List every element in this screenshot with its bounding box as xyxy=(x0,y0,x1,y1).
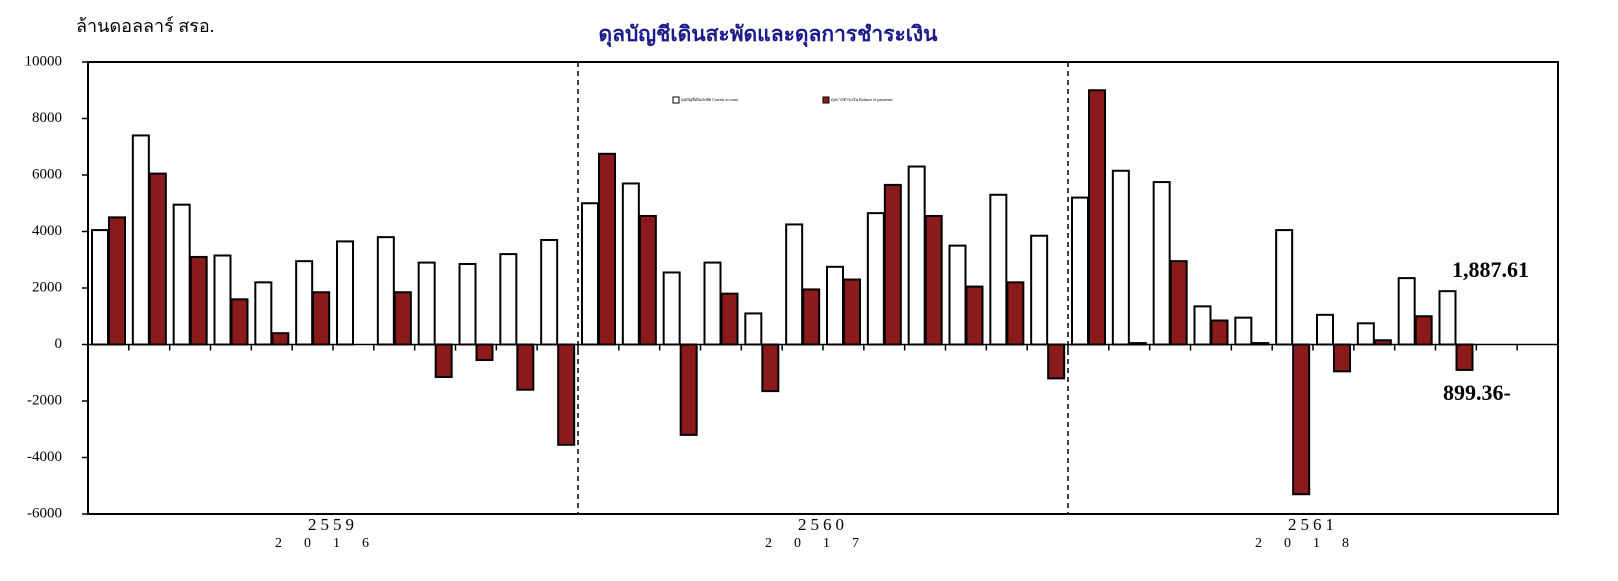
bar xyxy=(1292,343,1311,496)
bar xyxy=(965,285,984,346)
bar xyxy=(540,238,559,346)
bar xyxy=(1333,343,1351,373)
y-tick-label: -2000 xyxy=(27,392,62,408)
bar xyxy=(1234,316,1253,346)
bar xyxy=(91,229,109,346)
bar xyxy=(336,240,354,346)
bar xyxy=(475,343,494,362)
bar xyxy=(1169,260,1188,346)
chart-title: ดุลบัญชีเดินสะพัดและดุลการชำระเงิน xyxy=(598,22,938,48)
bar xyxy=(1251,342,1270,346)
bar xyxy=(1006,281,1025,346)
y-unit: ล้านดอลลาร์ สรอ. xyxy=(76,16,214,36)
bar xyxy=(148,172,167,346)
bar xyxy=(989,193,1008,346)
y-tick-label: -6000 xyxy=(27,505,62,521)
bar xyxy=(213,254,232,346)
bar xyxy=(1397,277,1416,346)
bar xyxy=(802,288,821,346)
group-sublabel: 2016 xyxy=(275,536,391,551)
bar xyxy=(108,216,126,346)
bar xyxy=(1373,339,1392,346)
bar xyxy=(907,165,926,346)
y-tick-label: 10000 xyxy=(25,53,63,69)
bar xyxy=(458,262,477,346)
annotation: 899.36- xyxy=(1443,380,1511,405)
bar xyxy=(499,253,518,346)
y-tick-label: 0 xyxy=(55,336,63,352)
bar xyxy=(1356,322,1375,346)
legend-swatch xyxy=(822,96,830,104)
bar xyxy=(866,212,885,346)
bar xyxy=(271,332,290,346)
bar xyxy=(1128,342,1147,346)
bar xyxy=(417,261,436,346)
bar xyxy=(295,260,314,346)
group-label: 2559 xyxy=(308,515,358,534)
bar xyxy=(1438,290,1457,346)
y-tick-label: 6000 xyxy=(32,166,62,182)
bar xyxy=(679,343,698,436)
group-label: 2561 xyxy=(1288,515,1338,534)
bar xyxy=(1071,196,1089,346)
bar xyxy=(826,265,844,346)
bar xyxy=(1030,234,1049,346)
bar xyxy=(1210,319,1229,346)
bar xyxy=(744,312,763,346)
bar xyxy=(1152,181,1171,346)
bar xyxy=(557,343,576,446)
group-sublabel: 2017 xyxy=(765,536,881,551)
y-tick-label: 4000 xyxy=(32,223,62,239)
bar xyxy=(131,134,150,346)
bar xyxy=(1111,169,1130,346)
bar xyxy=(843,278,861,346)
bar xyxy=(1414,315,1433,346)
bar xyxy=(393,291,412,346)
bar xyxy=(883,183,902,346)
bar xyxy=(376,236,395,346)
legend-label: ดุลบัญชีเดินสะพัด Current account xyxy=(681,97,739,103)
legend-swatch xyxy=(672,96,680,104)
bar xyxy=(1275,229,1294,346)
bar xyxy=(761,343,780,393)
bar xyxy=(1088,89,1106,346)
bar xyxy=(516,343,535,391)
bar xyxy=(189,255,208,346)
bar xyxy=(312,291,331,346)
y-tick-label: -4000 xyxy=(27,449,62,465)
bar xyxy=(1316,313,1334,346)
bar xyxy=(924,214,943,346)
bar xyxy=(1193,305,1212,346)
bar xyxy=(785,223,804,346)
bar xyxy=(638,214,657,346)
bar xyxy=(230,298,249,346)
bar xyxy=(948,244,967,346)
bar xyxy=(1455,343,1474,371)
legend-label: ดุลการชำระเงิน Balance of payments xyxy=(831,97,893,103)
bar xyxy=(703,261,722,346)
bar xyxy=(662,271,681,346)
bar xyxy=(720,292,739,346)
bar xyxy=(621,182,640,346)
bar xyxy=(434,343,453,378)
group-label: 2560 xyxy=(798,515,848,534)
bar xyxy=(581,202,599,346)
group-sublabel: 2018 xyxy=(1255,536,1371,551)
y-tick-label: 8000 xyxy=(32,110,62,126)
bar xyxy=(598,152,616,346)
annotation: 1,887.61 xyxy=(1452,257,1529,282)
bar xyxy=(172,203,191,346)
bar xyxy=(1047,343,1066,380)
y-tick-label: 2000 xyxy=(32,279,62,295)
bar xyxy=(254,281,273,346)
